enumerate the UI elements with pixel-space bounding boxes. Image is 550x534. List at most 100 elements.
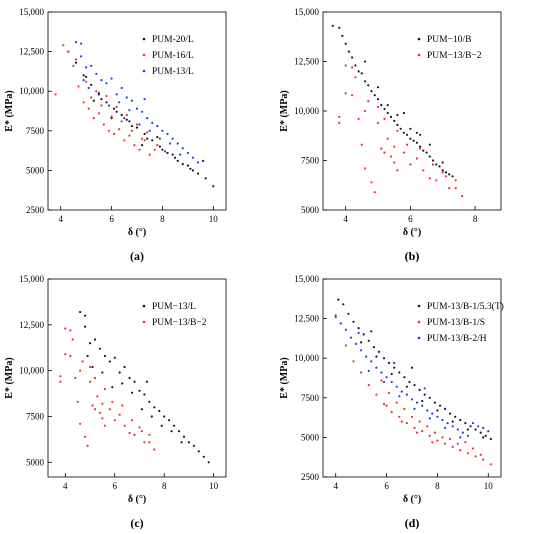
scatter-point [479,453,482,456]
y-tick-label: 10,000 [19,86,44,96]
scatter-point [101,402,104,405]
scatter-point [88,365,92,369]
scatter-point [93,408,97,411]
scatter-point [79,369,82,372]
scatter-point [179,153,182,156]
scatter-point [448,187,451,190]
scatter-point [431,441,434,444]
scatter-point [150,415,153,418]
scatter-point [413,426,416,429]
scatter-point [406,143,409,146]
scatter-point [85,66,88,69]
scatter-point [143,139,146,142]
scatter-point [471,447,475,450]
scatter-point [357,327,360,330]
y-tick-label: 5000 [26,165,45,175]
scatter-point [400,420,403,423]
scatter-point [389,115,393,118]
scatter-point [474,455,477,458]
legend-marker [142,69,146,73]
scatter-point [113,132,116,136]
scatter-point [96,395,99,398]
scatter-point [393,361,396,365]
scatter-point [393,366,396,369]
y-tick-label: 12,500 [294,314,319,324]
scatter-point [419,145,422,148]
panel-label: (d) [405,516,420,530]
scatter-point [441,418,444,422]
chart-panel-a: 4 6 8 10 2500 5000 7500 10,000 12,500 15,000 δ (°)… [4,7,227,263]
scatter-point [423,393,426,396]
scatter-point [123,424,126,427]
scatter-point [138,148,141,151]
scatter-point [143,441,146,444]
scatter-point [113,419,116,422]
scatter-point [204,177,207,180]
scatter-point [62,44,65,47]
y-tick-label: 2500 [301,472,320,482]
scatter-point [409,163,412,166]
scatter-point [487,430,490,433]
scatter-point [148,441,151,444]
scatter-point [489,437,492,441]
scatter-point [189,167,192,170]
scatter-point [107,129,111,132]
scatter-point [390,411,393,414]
scatter-point [141,110,144,113]
scatter-point [376,121,380,124]
scatter-point [103,354,106,358]
scatter-point [354,76,357,79]
scatter-point [100,79,103,82]
scatter-point [74,58,78,61]
scatter-point [370,330,373,333]
scatter-point [148,433,151,436]
scatter-point [107,104,111,107]
plot-frame [47,11,227,211]
scatter-point [145,380,148,383]
scatter-point [338,26,341,29]
scatter-point [123,139,126,142]
scatter-point [449,437,452,441]
scatter-point [174,156,177,159]
scatter-point [169,142,172,145]
scatter-point [82,79,85,82]
scatter-point [125,118,128,121]
scatter-point [105,101,108,104]
scatter-point [396,123,399,126]
scatter-point [85,80,88,83]
y-tick-label: 15,000 [294,7,319,17]
scatter-point [163,415,166,418]
y-tick-label: 5000 [26,457,45,467]
y-tick-label: 7500 [26,126,45,136]
scatter-point [141,144,144,147]
scatter-point [380,371,383,374]
scatter-point [383,107,386,111]
scatter-point [91,365,94,369]
scatter-point [97,91,100,94]
scatter-point [471,422,475,425]
scatter-point [148,153,151,156]
scatter-point [423,387,426,390]
scatter-point [130,129,133,132]
x-tick-label: 4 [63,481,68,491]
scatter-point [474,428,477,431]
scatter-point [408,380,411,384]
scatter-point [202,455,205,458]
scatter-point [446,422,449,425]
legend-marker [417,320,421,324]
scatter-point [362,333,365,336]
scatter-point [100,104,103,107]
scatter-point [156,124,159,128]
scatter-point [406,133,409,136]
scatter-point [438,165,441,168]
scatter-point [140,430,143,433]
scatter-point [357,117,360,120]
scatter-point [128,120,131,123]
scatter-point [64,327,67,330]
scatter-point [489,463,492,466]
scatter-point [171,153,174,156]
scatter-point [97,112,100,115]
scatter-point [393,119,396,122]
scatter-point [389,155,393,158]
scatter-point [421,404,424,407]
